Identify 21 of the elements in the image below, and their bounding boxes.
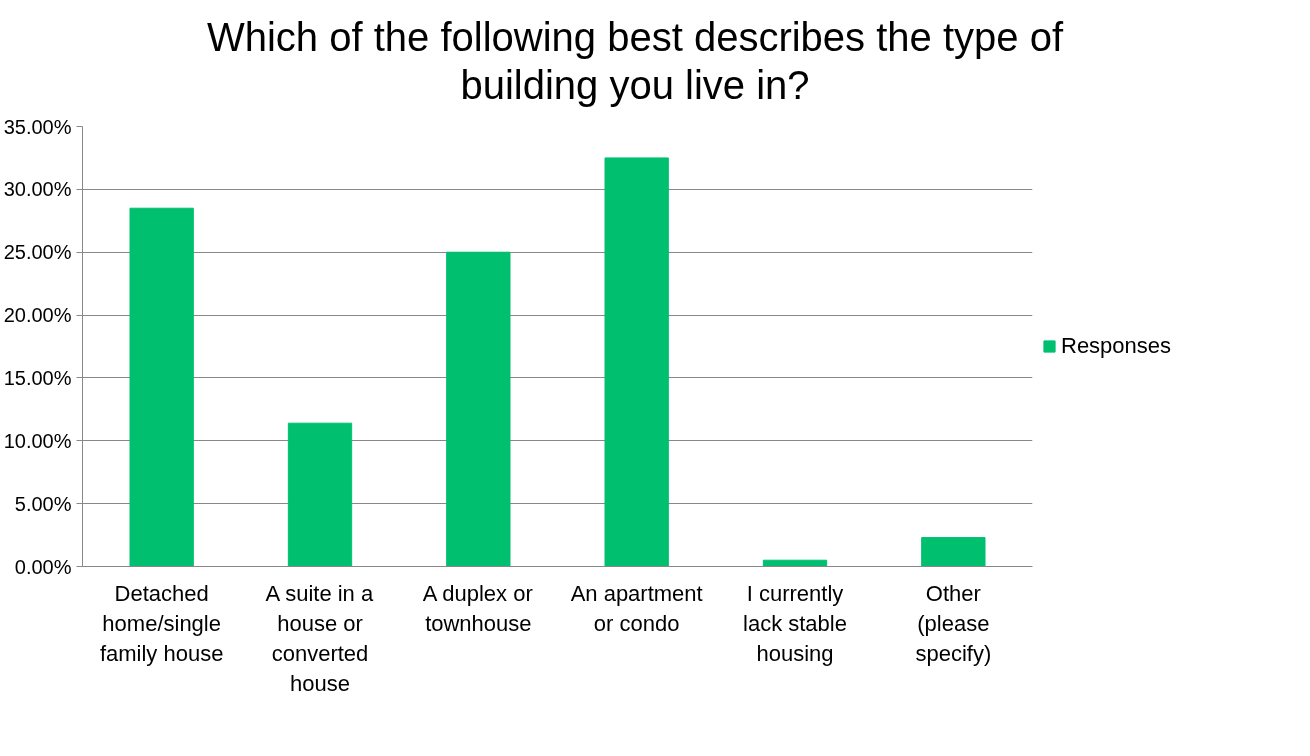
x-tick-label: Other (please specify) — [915, 580, 992, 666]
y-tick-label: 30.00% — [3, 178, 72, 201]
y-tick-label: 15.00% — [3, 366, 72, 389]
x-tick-label: A duplex or townhouse — [422, 580, 533, 636]
y-tick-label: 25.00% — [3, 241, 72, 264]
bar — [921, 537, 986, 567]
y-tick-label: 20.00% — [3, 304, 72, 327]
x-tick-label: A suite in a house or converted house — [265, 580, 374, 696]
bar — [129, 207, 194, 567]
y-tick-label: 35.00% — [3, 115, 72, 138]
x-tick-label: I currently lack stable housing — [743, 580, 847, 666]
bar — [287, 422, 353, 567]
x-tick-label: An apartment or condo — [570, 580, 703, 636]
y-tick-label: 10.00% — [3, 429, 72, 452]
bar — [446, 251, 511, 567]
bar — [604, 157, 669, 567]
x-tick-label: Detached home/single family house — [99, 580, 224, 666]
chart-title: Which of the following best describes the type of building you live in? — [206, 14, 1065, 109]
y-tick-label: 5.00% — [14, 492, 72, 515]
legend-label: Responses — [1061, 333, 1172, 359]
y-tick-label: 0.00% — [14, 555, 72, 578]
